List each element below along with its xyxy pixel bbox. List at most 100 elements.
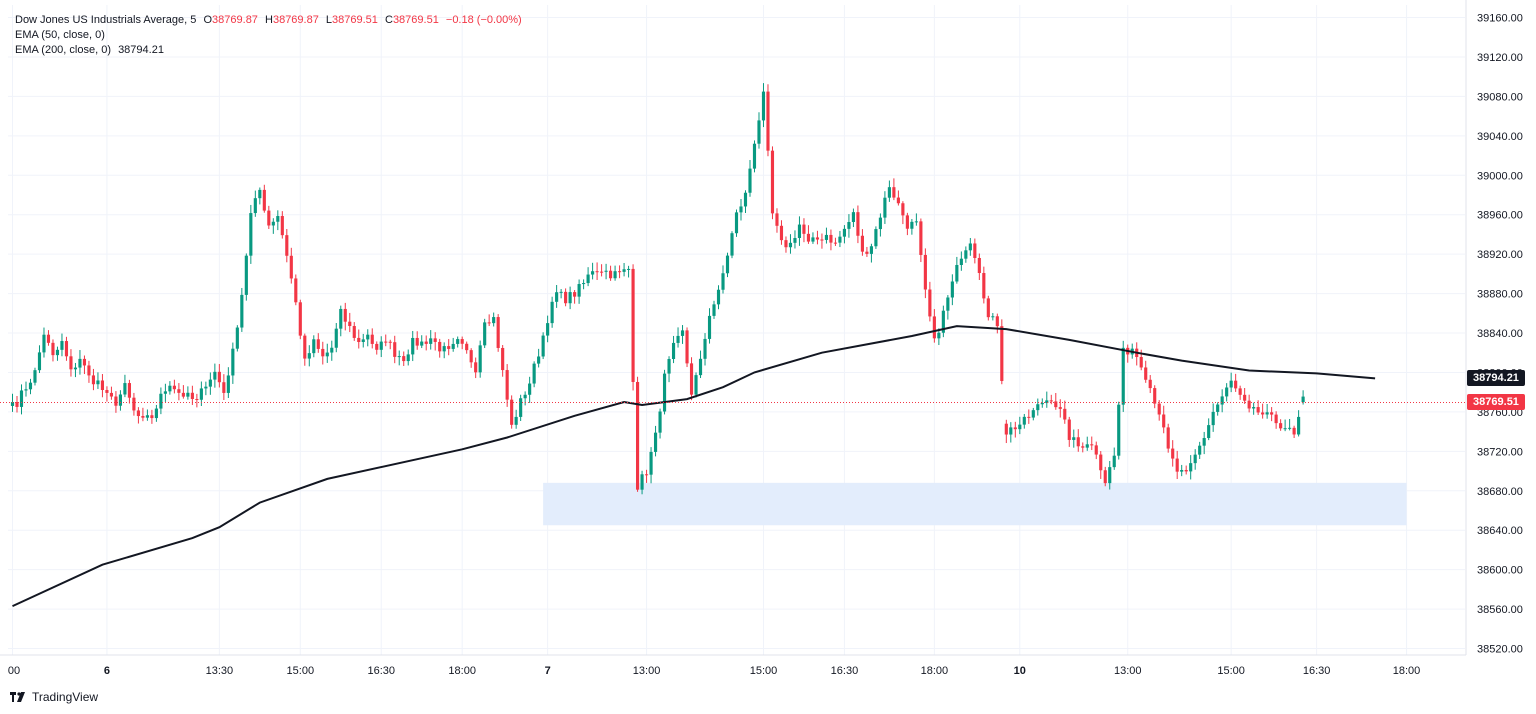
legend-ema50-row[interactable]: EMA (50, close, 0): [15, 28, 522, 43]
candle-body: [406, 354, 410, 362]
candle-body: [64, 341, 69, 357]
candle-body: [725, 255, 730, 274]
candle-body: [680, 330, 685, 336]
time-axis: 00 6 13:30 15:00 16:30 18:00 7 13:00 15:00 16:30 1…: [8, 665, 1420, 677]
candle-body: [919, 221, 923, 255]
candle-body: [806, 233, 811, 242]
candle-body: [1157, 403, 1161, 415]
price-tick-label: 38560.00: [1477, 604, 1523, 616]
candle-body: [51, 342, 55, 356]
candle-body: [685, 330, 689, 364]
candle-body: [555, 292, 559, 302]
candle-body: [118, 394, 122, 406]
candle-body: [973, 243, 977, 258]
candle-body: [537, 356, 541, 364]
candle-body: [393, 342, 397, 357]
candle-body: [199, 388, 203, 400]
candle-body: [330, 347, 334, 353]
candle-body: [1018, 424, 1022, 430]
candle-body: [1108, 467, 1112, 484]
candle-body: [397, 356, 401, 358]
candle-body: [991, 316, 995, 318]
candle-body: [55, 349, 60, 356]
candle-body: [1207, 425, 1211, 439]
candle-body: [1022, 416, 1026, 425]
candle-body: [977, 257, 981, 274]
candle-body: [127, 383, 131, 398]
candle-body: [1211, 411, 1215, 426]
candle-body: [348, 321, 352, 327]
candle-body: [33, 370, 37, 383]
candle-body: [847, 222, 851, 229]
candle-body: [550, 301, 554, 324]
candle-body: [604, 270, 608, 272]
price-tick-label: 38960.00: [1477, 210, 1523, 222]
candle-body: [779, 225, 784, 241]
candle-body: [1144, 367, 1148, 380]
candle-body: [1081, 446, 1085, 448]
candle-body: [325, 352, 329, 357]
candle-body: [1067, 419, 1071, 440]
legend-low-label: L: [325, 14, 333, 26]
candle-body: [528, 383, 532, 395]
candle-body: [132, 397, 136, 411]
candle-body: [1225, 387, 1229, 397]
candle-body: [451, 343, 455, 349]
candle-body: [878, 217, 882, 230]
candle-body: [707, 315, 712, 339]
legend-ema50: EMA (50, close, 0): [15, 29, 105, 41]
candle-body: [618, 271, 622, 273]
candle-body: [541, 335, 545, 357]
candle-body: [923, 254, 927, 290]
candle-body: [150, 415, 154, 419]
candle-body: [15, 402, 19, 407]
candle-body: [1301, 396, 1305, 403]
candle-body: [42, 334, 46, 353]
candle-body: [1288, 427, 1292, 429]
candle-body: [321, 348, 325, 357]
candle-body: [109, 392, 114, 397]
candle-body: [982, 273, 986, 299]
tradingview-brand[interactable]: TradingView: [10, 690, 98, 704]
candle-body: [208, 379, 212, 387]
candle-body: [1004, 423, 1008, 435]
candle-body: [1027, 416, 1031, 418]
candle-body: [114, 396, 118, 406]
candle-body: [294, 278, 298, 303]
candle-body: [955, 264, 959, 282]
legend-ema200: EMA (200, close, 0): [15, 44, 111, 56]
candle-body: [649, 451, 653, 475]
candle-body: [1099, 454, 1103, 471]
candle-body: [797, 224, 802, 239]
candle-body: [235, 327, 239, 349]
time-tick-label: 18:00: [921, 665, 949, 677]
candle-body: [136, 410, 140, 417]
candle-body: [662, 373, 667, 412]
candle-body: [366, 334, 370, 340]
candle-body: [249, 213, 253, 256]
candle-body: [285, 235, 289, 256]
legend-ema200-row[interactable]: EMA (200, close, 0) 38794.21: [15, 43, 522, 58]
support-zone: [543, 482, 1407, 526]
candle-body: [833, 242, 838, 244]
candle-body: [883, 197, 887, 218]
candle-body: [586, 274, 590, 284]
candle-body: [222, 382, 226, 393]
candle-body: [181, 392, 185, 397]
candlestick-series: [10, 83, 1305, 495]
candle-body: [240, 294, 244, 328]
time-tick-label: 15:00: [287, 665, 315, 677]
candle-body: [447, 346, 451, 349]
tradingview-logo-icon: [10, 692, 25, 702]
candle-body: [1045, 400, 1049, 404]
candle-body: [1148, 379, 1152, 389]
price-tick-label: 38880.00: [1477, 289, 1523, 301]
candle-body: [559, 291, 563, 293]
candle-body: [622, 269, 626, 272]
candle-body: [244, 255, 248, 295]
candle-body: [829, 234, 833, 243]
candle-body: [415, 337, 419, 346]
candle-body: [316, 339, 320, 349]
candle-body: [1193, 454, 1197, 464]
